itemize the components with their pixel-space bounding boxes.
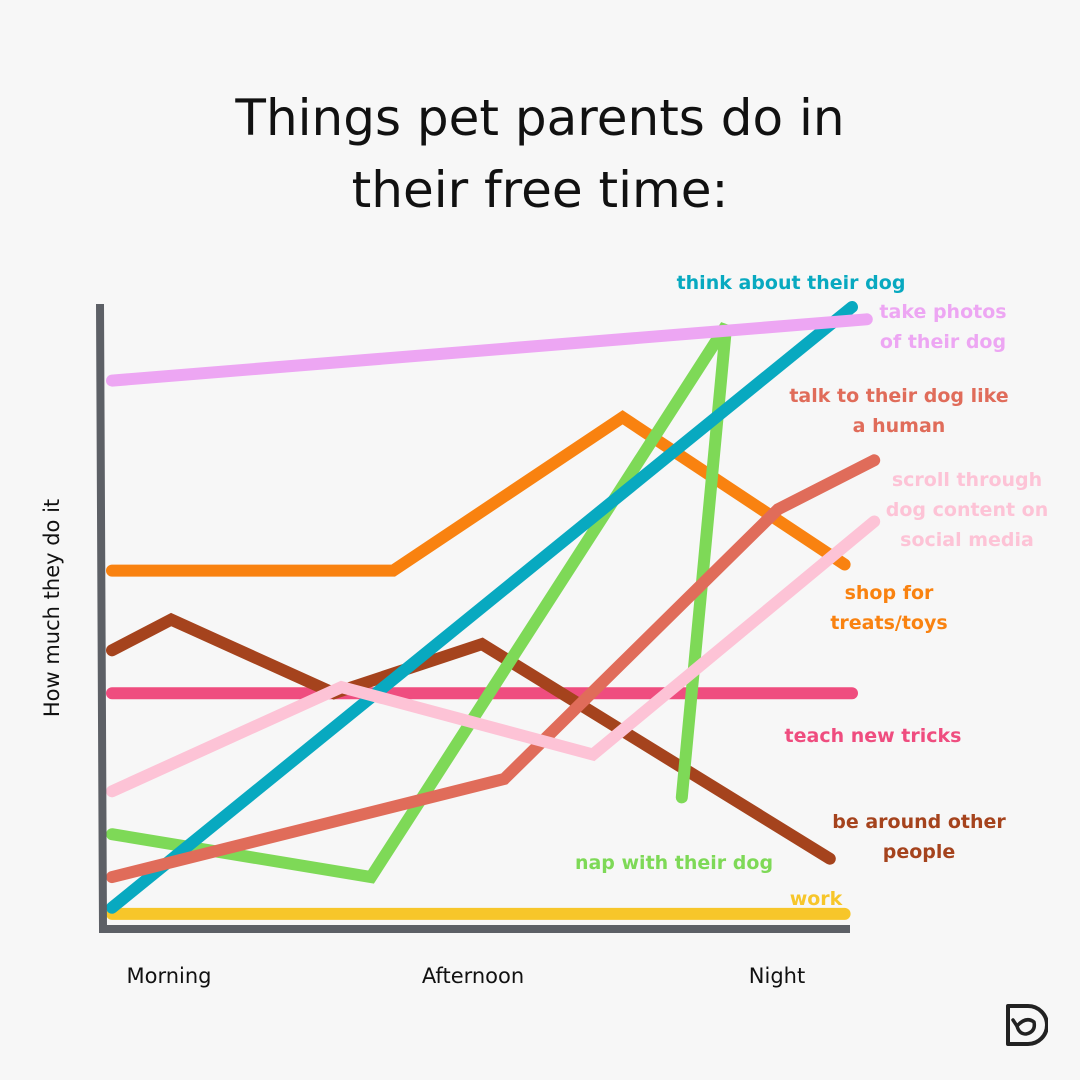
series-line-talk-to-their-dog-like-a-human — [106, 454, 881, 884]
series-line-take-photos-of-their-dog — [106, 313, 873, 387]
series-label-talk-to-dog: talk to their dog like a human — [789, 381, 1008, 441]
series-line-scroll-through-dog-content-on-social-media — [106, 515, 881, 798]
series-label-line: treats/toys — [830, 612, 948, 634]
series-label-line: a human — [852, 415, 946, 437]
series-label-scroll-dog-content: scroll through dog content on social media — [886, 465, 1048, 555]
series-label-line: teach new tricks — [784, 725, 962, 747]
series-label-line: be around other — [832, 811, 1006, 833]
series-label-line: work — [789, 888, 843, 910]
series-label-line: of their dog — [879, 331, 1007, 353]
series-label-be-around-people: be around other people — [832, 807, 1006, 867]
chart-title: Things pet parents do in their free time… — [0, 82, 1080, 226]
series-label-line: people — [882, 841, 956, 863]
x-tick-afternoon: Afternoon — [421, 964, 525, 988]
series-label-line: talk to their dog like — [789, 385, 1009, 407]
series-label-line: social media — [900, 529, 1034, 551]
series-label-take-photos: take photos of their dog — [879, 297, 1006, 357]
series-label-line: take photos — [879, 301, 1007, 323]
series-label-line: scroll through — [891, 469, 1043, 491]
series-label-line: shop for — [844, 582, 934, 604]
series-label-line: dog content on — [885, 499, 1049, 521]
chart-title-line-1: Things pet parents do in — [235, 89, 845, 147]
axis-lines — [96, 303, 850, 933]
series-line-nap-with-their-dog — [106, 322, 733, 884]
series-label-work: work — [790, 884, 843, 914]
dog-face-logo-icon — [1006, 1004, 1048, 1046]
x-tick-morning: Morning — [126, 964, 212, 988]
series-label-think-about-dog: think about their dog — [677, 268, 906, 298]
x-tick-night: Night — [748, 964, 806, 988]
series-line-shop-for-treats-toys — [106, 410, 851, 577]
series-line-think-about-their-dog — [106, 301, 858, 914]
series-label-shop-for-treats: shop for treats/toys — [830, 578, 947, 638]
series-label-teach-new-tricks: teach new tricks — [785, 721, 962, 751]
series-layer — [106, 301, 881, 920]
series-label-line: nap with their dog — [574, 852, 774, 874]
series-label-nap-with-dog: nap with their dog — [575, 848, 773, 878]
series-label-line: think about their dog — [676, 272, 906, 294]
chart-title-line-2: their free time: — [351, 161, 729, 219]
axes — [96, 303, 850, 933]
